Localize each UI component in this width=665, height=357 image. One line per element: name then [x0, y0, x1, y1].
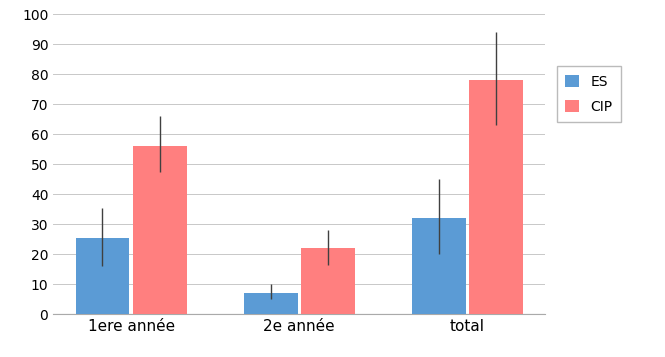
Bar — [412, 218, 465, 314]
Bar — [244, 293, 297, 314]
Bar — [469, 80, 523, 314]
Bar — [301, 248, 354, 314]
Bar — [76, 238, 130, 314]
Bar — [133, 146, 187, 314]
Legend: ES, CIP: ES, CIP — [557, 66, 621, 122]
